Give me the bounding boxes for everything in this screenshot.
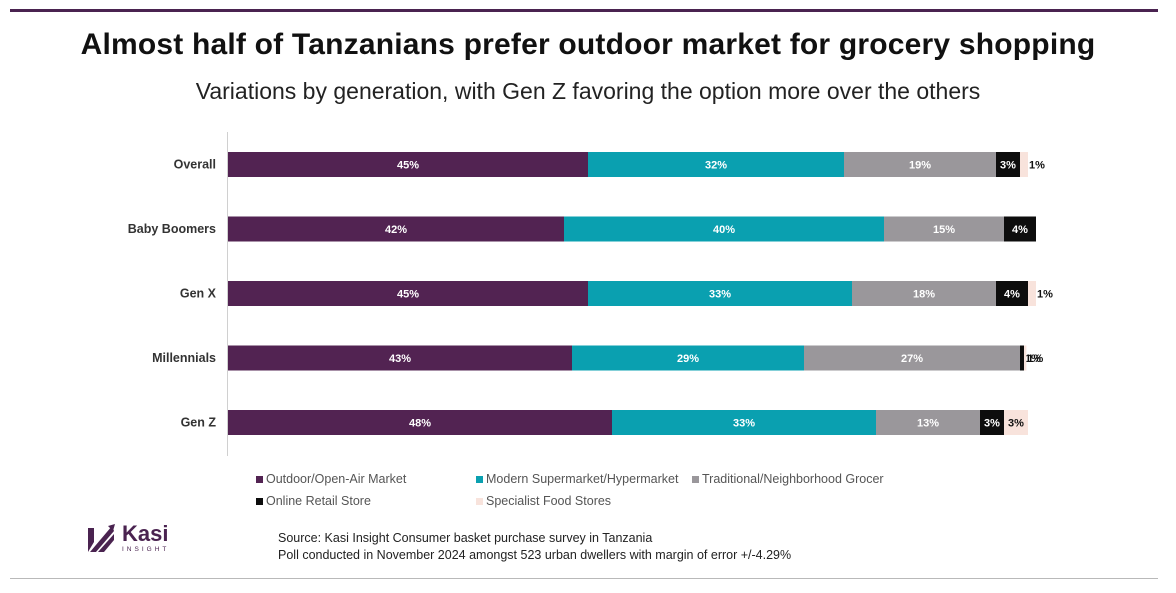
logo-name: Kasi: [122, 520, 169, 546]
legend-item: Specialist Food Stores: [476, 494, 611, 508]
data-label: 40%: [713, 224, 735, 236]
legend-label: Outdoor/Open-Air Market: [266, 472, 407, 486]
category-label: Baby Boomers: [128, 222, 216, 236]
legend-swatch: [692, 475, 699, 483]
bar-segment: [564, 216, 884, 242]
data-label: 33%: [733, 418, 755, 430]
data-label: 1%: [1027, 353, 1043, 365]
bar-segment: [228, 345, 572, 371]
data-label: 13%: [917, 418, 939, 430]
source-note: Source: Kasi Insight Consumer basket pur…: [278, 530, 791, 564]
bar-segment: [1020, 345, 1024, 371]
data-label: 1%: [1037, 289, 1053, 301]
legend-swatch: [256, 475, 263, 483]
chart-title: Almost half of Tanzanians prefer outdoor…: [80, 28, 1096, 61]
legend-item: Outdoor/Open-Air Market: [256, 472, 406, 486]
bar-segment: [1024, 345, 1027, 371]
top-rule: [10, 9, 1158, 12]
data-label: 42%: [385, 224, 407, 236]
logo-subtitle: INSIGHT: [122, 545, 170, 553]
source-line-1: Source: Kasi Insight Consumer basket pur…: [278, 531, 653, 545]
data-label: 45%: [397, 289, 419, 301]
data-label: 45%: [397, 160, 419, 172]
bar-segment: [228, 410, 612, 435]
bar-segment: [1028, 281, 1036, 306]
data-label: 18%: [913, 289, 935, 301]
bar-segment: [1020, 152, 1028, 177]
legend-item: Traditional/Neighborhood Grocer: [692, 472, 884, 486]
legend-label: Online Retail Store: [266, 494, 371, 508]
bar-segment: [844, 152, 996, 177]
data-label: 1%: [1025, 353, 1041, 365]
bar-segment: [804, 345, 1020, 371]
data-label: 3%: [1008, 418, 1024, 430]
legend-label: Specialist Food Stores: [486, 494, 612, 508]
data-label: 27%: [901, 353, 923, 365]
data-label: 3%: [984, 418, 1000, 430]
legend-swatch: [256, 497, 263, 505]
data-label: 43%: [389, 353, 411, 365]
legend-label: Traditional/Neighborhood Grocer: [702, 472, 884, 486]
bar-segment: [996, 152, 1020, 177]
data-label: 19%: [909, 160, 931, 172]
bar-segment: [228, 281, 588, 306]
data-label: 15%: [933, 224, 955, 236]
chart-subtitle: Variations by generation, with Gen Z fav…: [195, 78, 981, 104]
bar-segment: [1004, 216, 1036, 242]
category-label: Millennials: [152, 351, 216, 365]
bar-segment: [588, 152, 844, 177]
data-label: 4%: [1012, 224, 1028, 236]
bar-segment: [572, 345, 804, 371]
kasi-logo: Kasi INSIGHT: [86, 522, 169, 554]
data-label: 33%: [709, 289, 731, 301]
bar-segment: [884, 216, 1004, 242]
bar-segment: [980, 410, 1004, 435]
legend-swatch: [476, 475, 483, 483]
bottom-rule: [10, 578, 1158, 579]
legend-item: Online Retail Store: [256, 494, 371, 508]
bar-segment: [588, 281, 852, 306]
stacked-bar-chart: Overall 45% 32% 19% 3% 1% Baby Boomers 42% 40% 15…: [128, 132, 1053, 456]
data-label: 32%: [705, 160, 727, 172]
bar-segment: [228, 152, 588, 177]
bar-segment: [996, 281, 1028, 306]
category-label: Gen Z: [181, 416, 217, 430]
bar-segment: [1004, 410, 1028, 435]
category-label: Overall: [174, 158, 216, 172]
bar-segment: [876, 410, 980, 435]
data-label: 4%: [1004, 289, 1020, 301]
bar-segment: [228, 216, 564, 242]
source-line-2: Poll conducted in November 2024 amongst …: [278, 548, 792, 562]
data-label: 1%: [1029, 160, 1045, 172]
legend-label: Modern Supermarket/Hypermarket: [486, 472, 679, 486]
kasi-logo-mark: [88, 524, 115, 552]
legend-swatch: [476, 497, 483, 505]
data-label: 29%: [677, 353, 699, 365]
bar-segment: [852, 281, 996, 306]
category-label: Gen X: [180, 287, 217, 301]
legend-item: Modern Supermarket/Hypermarket: [476, 472, 678, 486]
data-label: 3%: [1000, 160, 1016, 172]
data-label: 48%: [409, 418, 431, 430]
bar-segment: [612, 410, 876, 435]
